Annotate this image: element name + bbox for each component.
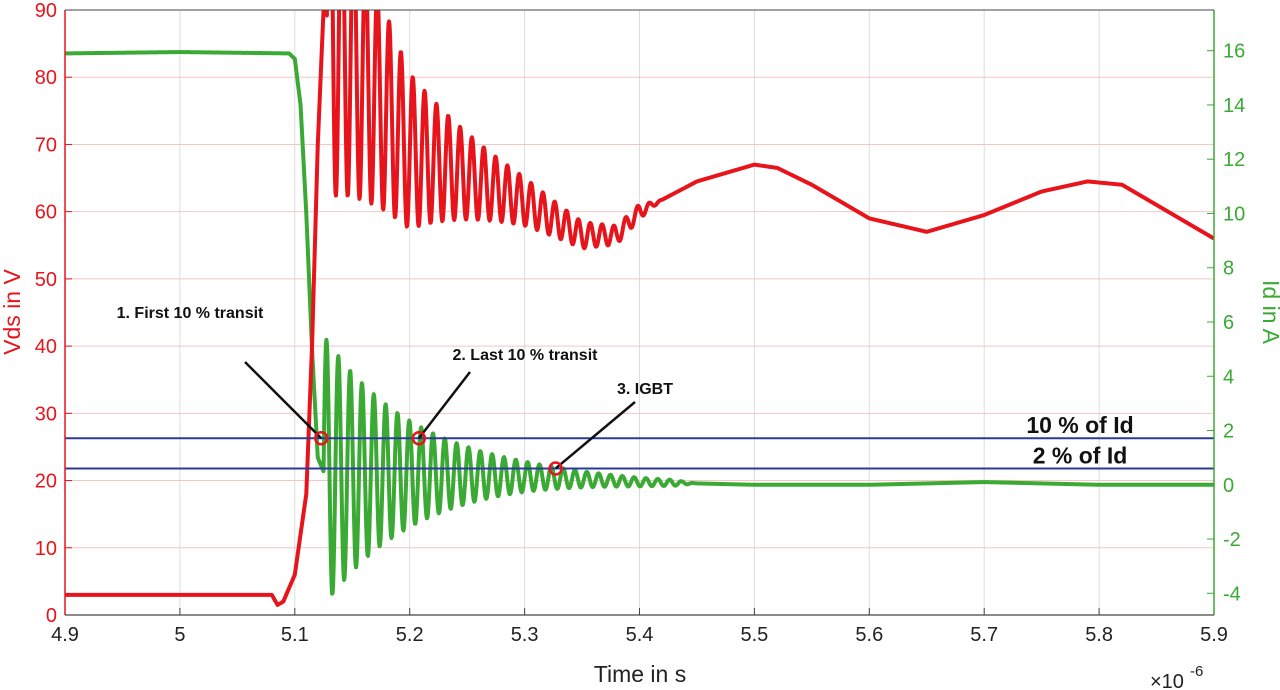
y-right-tick-label: 4	[1223, 366, 1234, 388]
y-left-axis-label: Vds in V	[0, 269, 25, 355]
y-left-tick-label: 80	[35, 67, 57, 89]
x-axis-label: Time in s	[594, 661, 686, 687]
x-tick-label: 5.9	[1200, 624, 1228, 646]
x-tick-label: 5	[174, 624, 185, 646]
x-tick-label: 5.6	[855, 624, 883, 646]
x-exponent-base: ×10	[1150, 671, 1184, 690]
y-right-tick-label: -4	[1223, 583, 1241, 605]
y-left-tick-label: 40	[35, 336, 57, 358]
y-left-tick-label: 20	[35, 471, 57, 493]
y-left-tick-label: 90	[35, 0, 57, 22]
vds-voltage-line	[65, 10, 1214, 607]
y-left-tick-label: 50	[35, 269, 57, 291]
x-tick-label: 5.3	[511, 624, 539, 646]
y-left-tick-label: 30	[35, 403, 57, 425]
threshold-label: 2 % of Id	[1033, 442, 1128, 468]
marker-circle	[313, 430, 329, 446]
threshold-label: 10 % of Id	[1026, 412, 1133, 438]
y-left-tick-label: 0	[46, 605, 57, 627]
y-right-tick-label: 12	[1223, 149, 1245, 171]
x-tick-label: 4.9	[51, 624, 79, 646]
threshold-lines: 10 % of Id 2 % of Id	[65, 412, 1214, 470]
y-right-tick-label: 6	[1223, 312, 1234, 334]
marker-label: 1. First 10 % transit	[117, 305, 264, 322]
y-right-tick-label: 10	[1223, 203, 1245, 225]
marker-leader-line	[417, 371, 471, 439]
plot-area	[65, 10, 1214, 607]
y-right-tick-label: 0	[1223, 475, 1234, 497]
y-left-tick-label: 10	[35, 538, 57, 560]
x-tick-label: 5.4	[626, 624, 654, 646]
y-right-tick-label: 2	[1223, 421, 1234, 443]
x-tick-label: 5.5	[740, 624, 768, 646]
marker-circle	[411, 430, 427, 446]
y-right-tick-label: 16	[1223, 41, 1245, 63]
y-right-axis-label: Id in A	[1258, 280, 1280, 345]
marker-leader-line	[554, 401, 636, 470]
y-left-tick-label: 60	[35, 202, 57, 224]
marker-leader-line	[244, 361, 323, 440]
y-right-tick-label: 8	[1223, 258, 1234, 280]
marker-circle	[548, 461, 563, 476]
transit-markers: 1. First 10 % transit 2. Last 10 % transi…	[117, 305, 673, 476]
x-tick-label: 5.2	[396, 624, 424, 646]
id-current-line	[65, 50, 1214, 596]
x-tick-label: 5.8	[1085, 624, 1113, 646]
y-right-tick-label: 14	[1223, 95, 1245, 117]
marker-label: 3. IGBT	[617, 381, 673, 398]
y-left-tick-label: 70	[35, 134, 57, 156]
y-right-tick-label: -2	[1223, 529, 1241, 551]
x-tick-label: 5.1	[281, 624, 309, 646]
x-tick-label: 5.7	[970, 624, 998, 646]
axes: 4.9 5 5.1 5.2 5.3 5.4 5.5 5.6 5.7 5.8 5.9010203040…	[35, 0, 1246, 646]
marker-label: 2. Last 10 % transit	[453, 347, 599, 364]
x-exponent-power: -6	[1190, 663, 1203, 680]
axis-labels: Time in s ×10 -6 Vds in V Id in A	[0, 269, 1280, 690]
